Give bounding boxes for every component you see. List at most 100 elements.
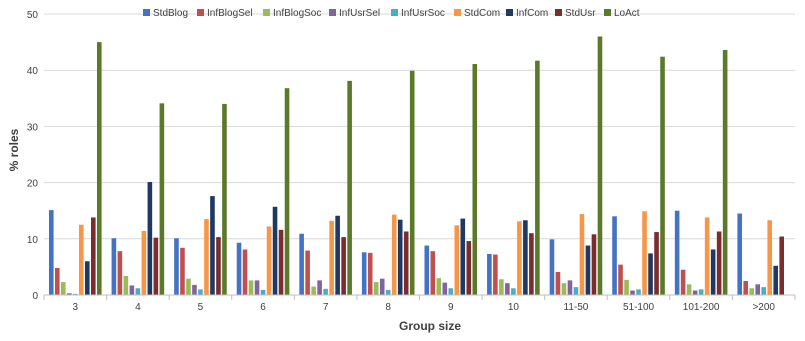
bar-InfBlogSel-4 [117,251,123,295]
bar-StdCom-4 [141,230,147,295]
bar-InfUsrSoc-4 [135,288,141,295]
bar-InfBlogSoc-4 [123,275,129,295]
bar-LoAct-7 [347,80,352,295]
bar-InfUsrSel-101-200 [692,290,698,295]
legend-swatch [197,9,204,16]
legend-label: InfCom [516,8,548,19]
bar-InfCom-6 [272,206,278,295]
bar-StdUsr-11-50 [591,234,597,295]
bar-StdCom->200 [767,220,773,295]
bar-StdCom-5 [204,219,209,295]
bar-InfUsrSel-11-50 [567,280,573,295]
y-tick-label: 30 [27,122,39,133]
bar-StdBlog-8 [361,252,367,295]
legend-label: InfBlogSoc [273,8,321,19]
bar-LoAct-9 [472,64,478,296]
bar-InfCom-4 [147,182,153,295]
bar-InfUsrSoc-7 [323,288,328,295]
legend-item-InfCom: InfCom [506,8,548,19]
bar-StdBlog-5 [174,238,179,295]
bar-StdCom-101-200 [704,217,710,295]
legend-swatch [555,9,562,16]
bar-InfUsrSel-5 [192,284,197,295]
legend-item-StdUsr: StdUsr [555,8,596,19]
bar-LoAct-6 [284,88,290,296]
legend-label: StdBlog [153,8,188,19]
bar-InfBlogSoc->200 [749,288,755,295]
x-tick-label: 8 [385,302,391,313]
legend-item-InfBlogSel: InfBlogSel [197,8,253,19]
bar-LoAct-101-200 [722,49,728,295]
bar-InfBlogSel-9 [430,251,436,295]
bar-InfCom-11-50 [585,245,591,295]
gridlines [44,13,795,240]
legend-swatch [143,9,150,16]
x-tick-label: 101-200 [683,302,720,313]
x-tick-label: 3 [73,302,79,313]
bar-InfCom-7 [335,215,340,295]
x-tick-label: 7 [323,302,329,313]
legend-label: InfUsrSel [339,8,380,19]
bar-LoAct-11-50 [597,36,603,295]
legend-label: LoAct [614,8,640,19]
bar-StdUsr-6 [278,229,284,295]
bar-InfUsrSoc-6 [260,289,266,295]
bar-StdUsr-101-200 [716,231,722,295]
bar-LoAct-10 [535,60,540,296]
bar-StdUsr-10 [529,233,534,295]
bar-StdUsr-8 [403,231,409,295]
bar-StdCom-10 [517,221,522,295]
bar-InfUsrSoc-5 [198,289,203,295]
x-tick-label: 9 [448,302,454,313]
bar-InfCom-10 [523,220,528,295]
bar-InfBlogSel-11-50 [555,271,561,295]
bar-InfUsrSoc-11-50 [573,287,579,295]
x-tick-label: 6 [260,302,266,313]
bar-InfCom-9 [460,218,466,295]
x-tick-label: 4 [135,302,141,313]
bar-InfBlogSoc-7 [311,286,316,295]
bar-StdBlog->200 [737,213,743,295]
bar-InfBlogSoc-11-50 [561,283,567,295]
bar-InfUsrSoc-8 [385,289,391,295]
legend-label: InfUsrSoc [401,8,445,19]
legend-label: InfBlogSel [207,8,253,19]
bar-StdBlog-10 [487,253,492,295]
bar-InfUsrSel-10 [505,283,510,295]
bar-InfUsrSel-3 [66,293,72,295]
bar-StdBlog-11-50 [549,239,555,295]
y-tick-label: 50 [27,10,39,21]
bar-StdUsr-3 [90,217,96,295]
bar-InfBlogSoc-5 [186,278,191,295]
bar-InfBlogSoc-9 [436,278,442,295]
bars [48,36,785,296]
legend: StdBlog InfBlogSel InfBlogSoc InfUsrSel InfU… [143,8,640,19]
bar-InfBlogSel-6 [242,249,248,295]
y-tick-label: 40 [27,66,39,77]
bar-StdBlog-9 [424,245,430,295]
legend-swatch [391,9,398,16]
x-axis-title: Group size [399,319,461,333]
bar-InfUsrSel->200 [755,284,761,295]
y-tick-label: 20 [27,179,39,190]
bar-InfBlogSoc-8 [373,282,379,295]
bar-StdBlog-3 [48,210,54,295]
bar-StdCom-11-50 [579,214,585,295]
y-tick-label: 10 [27,235,39,246]
bar-InfUsrSoc-51-100 [636,289,641,295]
legend-item-InfUsrSoc: InfUsrSoc [391,8,445,19]
bar-InfBlogSel-3 [54,268,60,295]
bar-LoAct-51-100 [660,56,665,296]
bar-InfBlogSoc-10 [499,279,504,295]
legend-swatch [329,9,336,16]
bar-StdUsr-9 [466,241,472,295]
bar-LoAct-8 [409,70,415,295]
bar-StdUsr-4 [153,237,159,295]
y-axis-title: % roles [7,128,21,171]
bar-InfUsrSoc-3 [72,293,78,295]
bar-InfCom-5 [210,196,215,295]
legend-item-InfBlogSoc: InfBlogSoc [263,8,321,19]
legend-item-StdCom: StdCom [454,8,500,19]
